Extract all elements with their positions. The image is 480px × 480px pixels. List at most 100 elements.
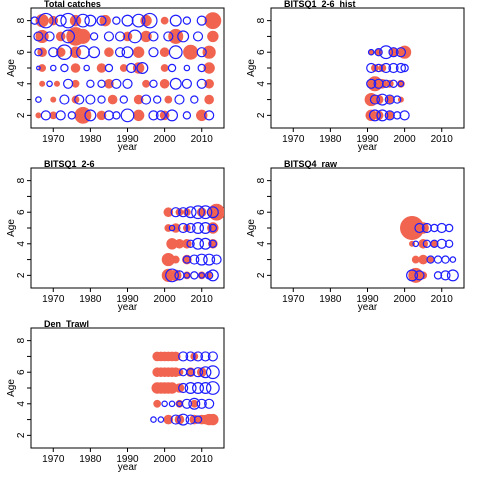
bubble-open bbox=[181, 78, 192, 89]
chart-panel-4: BITSQ4_raw 1970 1980 1990 2000 2010 2 4 6 8 year Ag… bbox=[246, 159, 465, 313]
bubble-open bbox=[186, 368, 195, 377]
bubble-open bbox=[61, 29, 76, 44]
y-tick-label: 4 bbox=[256, 81, 267, 87]
bubble-open bbox=[389, 79, 398, 88]
chart-title: Total catches bbox=[44, 0, 101, 9]
bubble-open bbox=[76, 13, 90, 28]
bubble-open bbox=[169, 77, 182, 90]
bubble-open bbox=[89, 32, 99, 41]
bubble-layer bbox=[364, 45, 412, 122]
bubble-open bbox=[121, 46, 134, 59]
bubble-open bbox=[192, 237, 205, 250]
bubble-open bbox=[63, 78, 74, 89]
bubble-open bbox=[195, 253, 208, 266]
y-tick-label: 2 bbox=[256, 272, 267, 278]
bubble-open bbox=[196, 398, 207, 409]
y-axis-label: Age bbox=[6, 379, 17, 397]
bubble-open bbox=[206, 206, 219, 219]
y-axis-label: Age bbox=[6, 219, 17, 237]
bubble-open bbox=[205, 365, 220, 380]
bubble-open bbox=[198, 205, 213, 220]
bubble-open bbox=[184, 206, 197, 219]
bubble-open bbox=[157, 416, 165, 423]
bubble-filled bbox=[208, 203, 224, 221]
bubble-open bbox=[399, 110, 410, 121]
bubble-open bbox=[204, 110, 215, 121]
bubble-filled bbox=[39, 80, 46, 87]
bubble-open bbox=[59, 94, 70, 105]
bubble-filled bbox=[160, 16, 169, 25]
chart-title: BITSQ1_2-6_hist bbox=[284, 0, 356, 9]
bubble-filled bbox=[159, 78, 170, 89]
y-axis-label: Age bbox=[246, 219, 257, 237]
x-tick-label: 1980 bbox=[79, 454, 102, 465]
x-tick-label: 2000 bbox=[153, 134, 176, 145]
bubble-filled bbox=[196, 109, 208, 122]
y-tick-label: 2 bbox=[16, 112, 27, 118]
bubble-open bbox=[406, 269, 419, 282]
y-tick-label: 6 bbox=[16, 49, 27, 55]
bubble-filled bbox=[204, 94, 214, 105]
x-tick-label: 1980 bbox=[79, 294, 102, 305]
bubble-filled bbox=[69, 46, 82, 58]
y-tick-label: 4 bbox=[16, 401, 27, 407]
bubble-open bbox=[103, 31, 115, 42]
x-tick-label: 1990 bbox=[116, 294, 139, 305]
bubble-filled bbox=[132, 62, 145, 74]
bubble-open bbox=[433, 271, 443, 280]
bubble-open bbox=[34, 48, 43, 57]
bubble-open bbox=[148, 110, 159, 121]
bubble-open bbox=[114, 31, 126, 42]
bubble-open bbox=[186, 239, 195, 248]
x-tick-label: 2010 bbox=[191, 294, 214, 305]
x-axis-label: year bbox=[358, 142, 378, 153]
bubble-open bbox=[97, 79, 106, 88]
bubble-open bbox=[181, 398, 192, 409]
bubble-open bbox=[155, 110, 167, 121]
bubble-open bbox=[112, 16, 121, 25]
bubble-filled bbox=[164, 95, 173, 104]
bubble-open bbox=[392, 111, 402, 120]
y-tick-label: 8 bbox=[256, 17, 267, 23]
y-tick-label: 2 bbox=[16, 272, 27, 278]
bubble-open bbox=[189, 254, 200, 265]
bubble-open bbox=[397, 80, 405, 88]
bubble-filled bbox=[140, 30, 152, 43]
bubble-open bbox=[196, 15, 207, 26]
bubble-open bbox=[182, 111, 192, 120]
bubble-open bbox=[374, 48, 383, 57]
bubble-open bbox=[183, 64, 191, 72]
bubble-open bbox=[449, 256, 457, 263]
bubble-open bbox=[199, 382, 212, 395]
bubble-open bbox=[208, 239, 218, 248]
y-tick-label: 8 bbox=[256, 177, 267, 183]
x-tick-label: 2000 bbox=[153, 294, 176, 305]
bubble-open bbox=[56, 44, 73, 61]
bubble-filled bbox=[53, 80, 60, 87]
bubble-open bbox=[83, 64, 90, 72]
y-tick-label: 4 bbox=[16, 241, 27, 247]
chart-title: BITSQ4_raw bbox=[284, 159, 338, 169]
y-tick-label: 6 bbox=[256, 49, 267, 55]
bubble-open bbox=[414, 222, 425, 234]
bubble-filled bbox=[104, 47, 114, 58]
bubble-filled bbox=[160, 64, 169, 72]
bubble-open bbox=[206, 269, 219, 282]
y-tick-label: 4 bbox=[16, 81, 27, 87]
x-tick-label: 1980 bbox=[319, 294, 342, 305]
bubble-open bbox=[446, 269, 459, 282]
bubble-open bbox=[35, 96, 42, 103]
bubble-open bbox=[198, 272, 206, 279]
bubble-open bbox=[121, 14, 134, 27]
bubble-open bbox=[67, 111, 77, 120]
bubble-filled bbox=[418, 254, 428, 265]
bubble-filled bbox=[71, 79, 80, 88]
bubble-open bbox=[178, 222, 189, 234]
bubble-open bbox=[148, 31, 159, 42]
x-tick-label: 1970 bbox=[42, 454, 65, 465]
bubble-filled bbox=[142, 79, 150, 88]
x-axis-label: year bbox=[118, 302, 138, 313]
bubble-open bbox=[148, 47, 159, 58]
y-tick-label: 8 bbox=[16, 337, 27, 343]
